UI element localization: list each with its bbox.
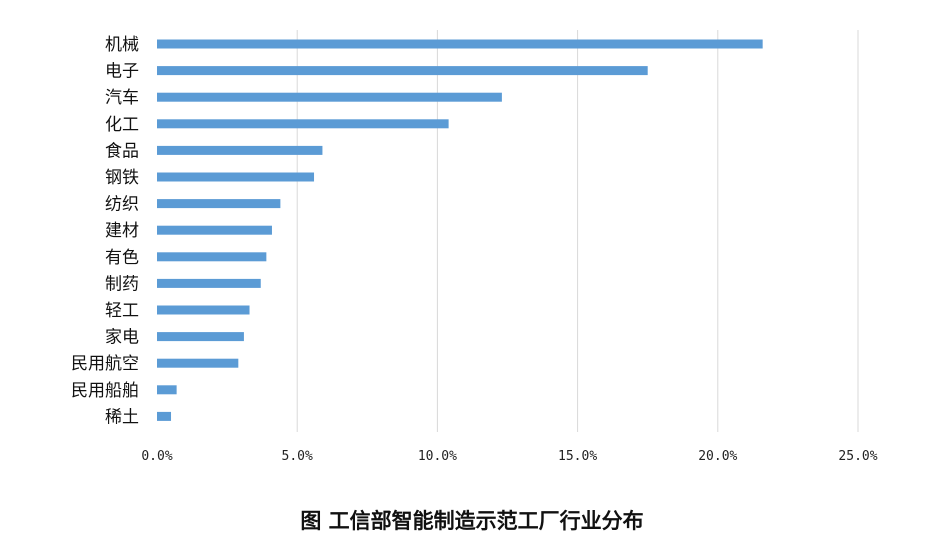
category-label: 家电 [105,328,139,348]
bar [157,278,261,288]
category-label: 食品 [105,141,139,161]
category-label: 纺织 [105,195,139,215]
bar [157,199,281,209]
x-tick-label: 20.0% [698,449,737,464]
category-label: 机械 [105,35,139,55]
category-label: 轻工 [105,301,139,321]
bar [157,145,323,155]
category-label: 汽车 [105,88,139,108]
gridlines [296,30,859,432]
x-tick-label: 0.0% [141,449,172,464]
category-label: 制药 [105,274,139,294]
x-tick-label: 25.0% [838,449,877,464]
bar [157,411,172,421]
category-label: 有色 [105,248,139,268]
category-label: 建材 [105,221,139,241]
bar [157,332,244,342]
bar [157,385,177,395]
category-label: 化工 [105,115,139,135]
bar [157,225,272,235]
category-label: 电子 [105,62,139,82]
bar [157,39,763,49]
bar [157,119,449,129]
x-tick-label: 10.0% [418,449,457,464]
chart-caption: 图 工信部智能制造示范工厂行业分布 [300,509,643,533]
x-tick-label: 15.0% [558,449,597,464]
bar [157,66,648,76]
x-tick-label: 5.0% [282,449,313,464]
category-label: 民用船舶 [71,381,139,401]
category-label: 民用航空 [71,354,139,374]
bar [157,305,250,315]
x-tick-labels: 0.0% 5.0% 10.0% 15.0% 20.0% 25.0% [141,449,877,464]
bar [157,252,267,262]
bar [157,92,502,102]
category-label: 稀土 [105,407,139,427]
bar [157,172,315,182]
bars [157,39,763,421]
category-label: 钢铁 [105,168,139,188]
bar [157,358,239,368]
